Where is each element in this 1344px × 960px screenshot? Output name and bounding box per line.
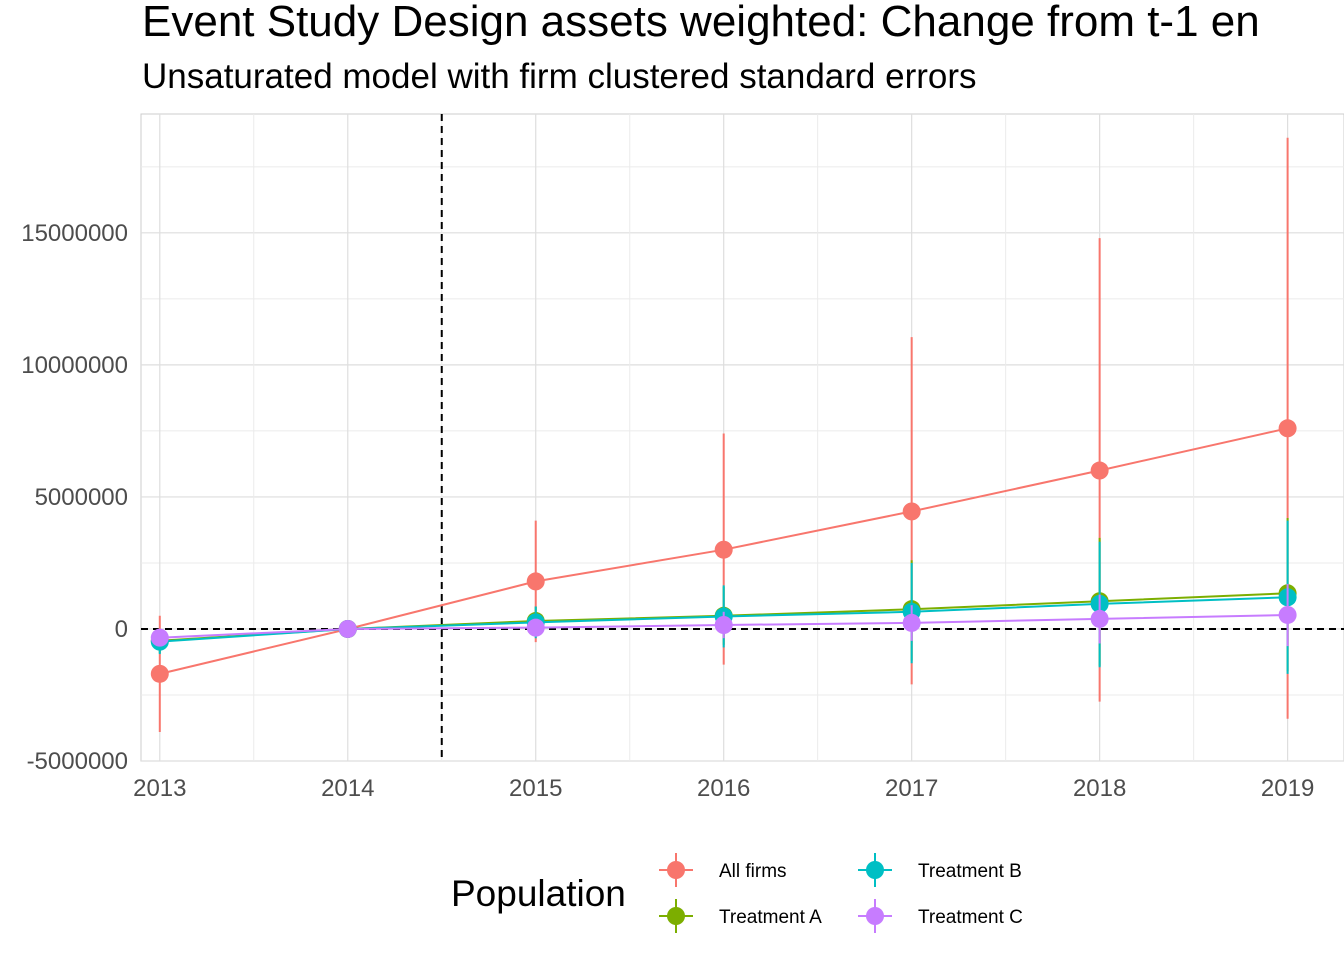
legend-key-point: [667, 861, 685, 879]
x-tick-label: 2019: [1261, 775, 1314, 802]
legend-key-point: [866, 907, 884, 925]
legend-key: [659, 853, 693, 887]
x-tick-label: 2014: [321, 775, 374, 802]
legend: Population All firms Treatment A Treatment …: [451, 853, 1023, 933]
data-point: [902, 502, 921, 521]
chart-title: Event Study Design assets weighted: Chan…: [142, 0, 1260, 46]
data-point: [150, 664, 169, 683]
data-point: [526, 572, 545, 591]
legend-label: Treatment B: [918, 861, 1022, 882]
data-point: [150, 628, 169, 647]
legend-label: All firms: [719, 861, 787, 882]
series-treatment-c: [150, 584, 1297, 647]
reference-lines: [141, 114, 1344, 761]
data-point: [338, 619, 357, 638]
data-point: [714, 540, 733, 559]
y-tick-label: 15000000: [21, 220, 128, 247]
data-point: [526, 618, 545, 637]
x-tick-label: 2016: [697, 775, 750, 802]
legend-key: [858, 853, 892, 887]
data-point: [1278, 605, 1297, 624]
legend-key: [659, 899, 693, 933]
y-tick-label: 0: [115, 616, 128, 643]
y-tick-label: 10000000: [21, 352, 128, 379]
x-tick-label: 2013: [133, 775, 186, 802]
data-point: [1090, 461, 1109, 480]
plot-border: [140, 113, 1344, 762]
x-tick-label: 2015: [509, 775, 562, 802]
plot-panel: [140, 113, 1344, 762]
x-tick-label: 2017: [885, 775, 938, 802]
series-layer: [150, 137, 1297, 732]
data-point: [902, 613, 921, 632]
legend-label: Treatment A: [719, 907, 822, 928]
legend-key-point: [866, 861, 884, 879]
data-point: [1278, 419, 1297, 438]
chart-subtitle: Unsaturated model with firm clustered st…: [142, 57, 977, 96]
x-tick-label: 2018: [1073, 775, 1126, 802]
grid-lines: [141, 114, 1344, 762]
data-point: [1090, 609, 1109, 628]
legend-label: Treatment C: [918, 907, 1023, 928]
data-point: [714, 615, 733, 634]
legend-key-point: [667, 907, 685, 925]
axis-labels: -5000000 0 5000000 10000000 15000000 2013 2014…: [21, 220, 1314, 802]
legend-key: [858, 899, 892, 933]
y-tick-label: -5000000: [27, 748, 128, 775]
y-tick-label: 5000000: [35, 484, 128, 511]
legend-title: Population: [451, 873, 626, 914]
